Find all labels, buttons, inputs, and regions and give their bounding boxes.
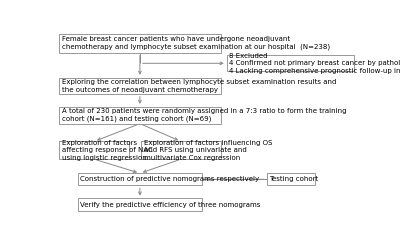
Text: Exploration of factors
affecting response of NAC
using logistic regression: Exploration of factors affecting respons…: [62, 140, 152, 161]
Text: Testing cohort: Testing cohort: [270, 176, 319, 182]
FancyBboxPatch shape: [78, 199, 202, 211]
FancyBboxPatch shape: [59, 141, 129, 159]
Text: 8 Excluded
4 Confirmed not primary breast cancer by pathological examination
4 L: 8 Excluded 4 Confirmed not primary breas…: [229, 53, 400, 74]
FancyBboxPatch shape: [267, 173, 315, 185]
Text: Female breast cancer patients who have undergone neoadjuvant
chemotherapy and ly: Female breast cancer patients who have u…: [62, 36, 330, 50]
Text: A total of 230 patients were randomly assigned in a 7:3 ratio to form the traini: A total of 230 patients were randomly as…: [62, 108, 346, 122]
FancyBboxPatch shape: [59, 107, 220, 124]
Text: Construction of predictive nomograms respectively: Construction of predictive nomograms res…: [80, 176, 260, 182]
FancyBboxPatch shape: [142, 141, 220, 159]
FancyBboxPatch shape: [227, 55, 354, 71]
FancyBboxPatch shape: [59, 34, 220, 52]
Text: Verify the predictive efficiency of three nomograms: Verify the predictive efficiency of thre…: [80, 202, 261, 208]
Text: Exploration of factors influencing OS
and RFS using univariate and
multivariate : Exploration of factors influencing OS an…: [144, 140, 272, 161]
Text: Exploring the correlation between lymphocyte subset examination results and
the : Exploring the correlation between lympho…: [62, 79, 336, 93]
FancyBboxPatch shape: [78, 173, 202, 185]
FancyBboxPatch shape: [59, 78, 220, 94]
